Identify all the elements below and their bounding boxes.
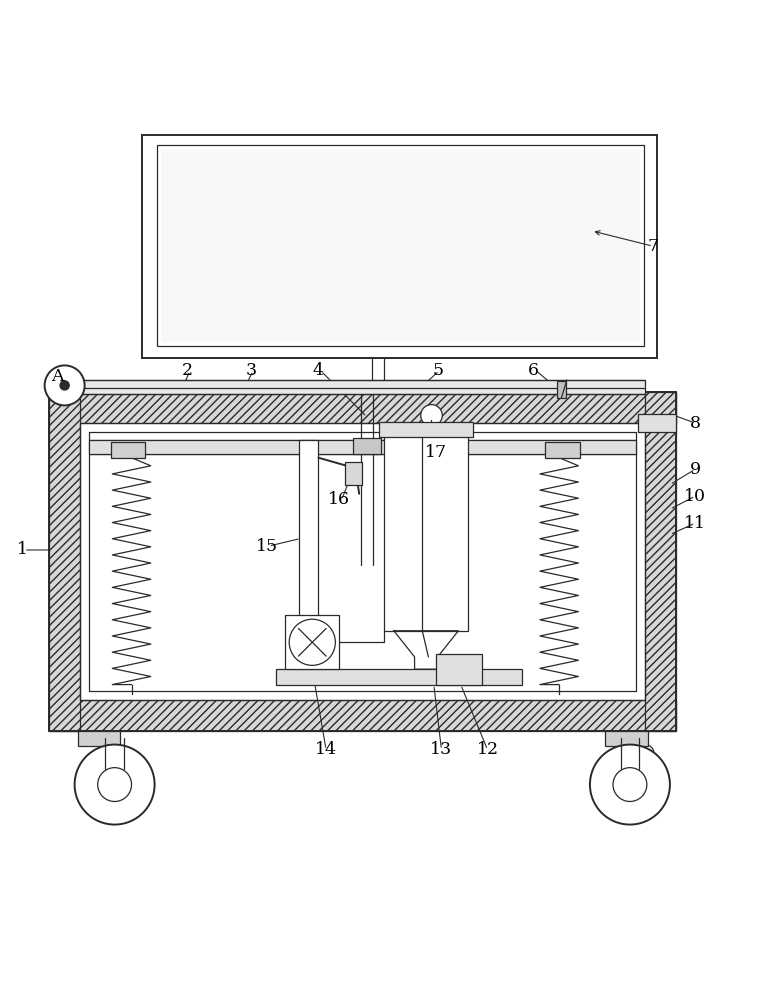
Bar — [645, 392, 676, 731]
Text: 8: 8 — [690, 415, 701, 432]
Circle shape — [289, 619, 335, 665]
Bar — [545, 442, 580, 458]
Circle shape — [60, 381, 69, 390]
Circle shape — [590, 745, 670, 825]
Text: 9: 9 — [690, 461, 701, 478]
Text: 15: 15 — [256, 538, 278, 555]
Bar — [89, 440, 636, 454]
Bar — [637, 414, 676, 432]
Text: 13: 13 — [431, 741, 453, 758]
Bar — [49, 392, 80, 731]
Bar — [299, 440, 319, 646]
Bar — [384, 426, 468, 631]
Bar — [157, 145, 644, 346]
Bar — [436, 654, 482, 685]
Bar — [345, 462, 363, 485]
Bar — [110, 442, 146, 458]
Text: 1: 1 — [16, 541, 28, 558]
Text: 6: 6 — [529, 362, 539, 379]
Text: 7: 7 — [648, 238, 659, 255]
Circle shape — [74, 745, 154, 825]
Bar — [142, 135, 657, 358]
Bar — [605, 731, 648, 746]
Bar — [276, 669, 522, 685]
Text: 12: 12 — [477, 741, 499, 758]
Text: 14: 14 — [315, 741, 337, 758]
Text: 11: 11 — [684, 515, 706, 532]
Bar — [80, 380, 645, 394]
Text: 10: 10 — [684, 488, 706, 505]
Text: 16: 16 — [328, 491, 350, 508]
Text: 2: 2 — [182, 362, 193, 379]
Bar — [161, 149, 640, 342]
Text: 5: 5 — [432, 362, 443, 379]
Bar — [49, 392, 676, 423]
Text: 4: 4 — [313, 362, 324, 379]
Bar — [379, 422, 473, 437]
Bar — [353, 438, 381, 454]
Text: 17: 17 — [425, 444, 447, 461]
Bar — [557, 381, 566, 398]
Bar — [49, 700, 676, 731]
Text: 3: 3 — [246, 362, 257, 379]
Bar — [285, 615, 339, 669]
Circle shape — [45, 365, 85, 405]
Circle shape — [420, 405, 442, 426]
Bar — [78, 731, 120, 746]
Text: A: A — [51, 368, 63, 385]
